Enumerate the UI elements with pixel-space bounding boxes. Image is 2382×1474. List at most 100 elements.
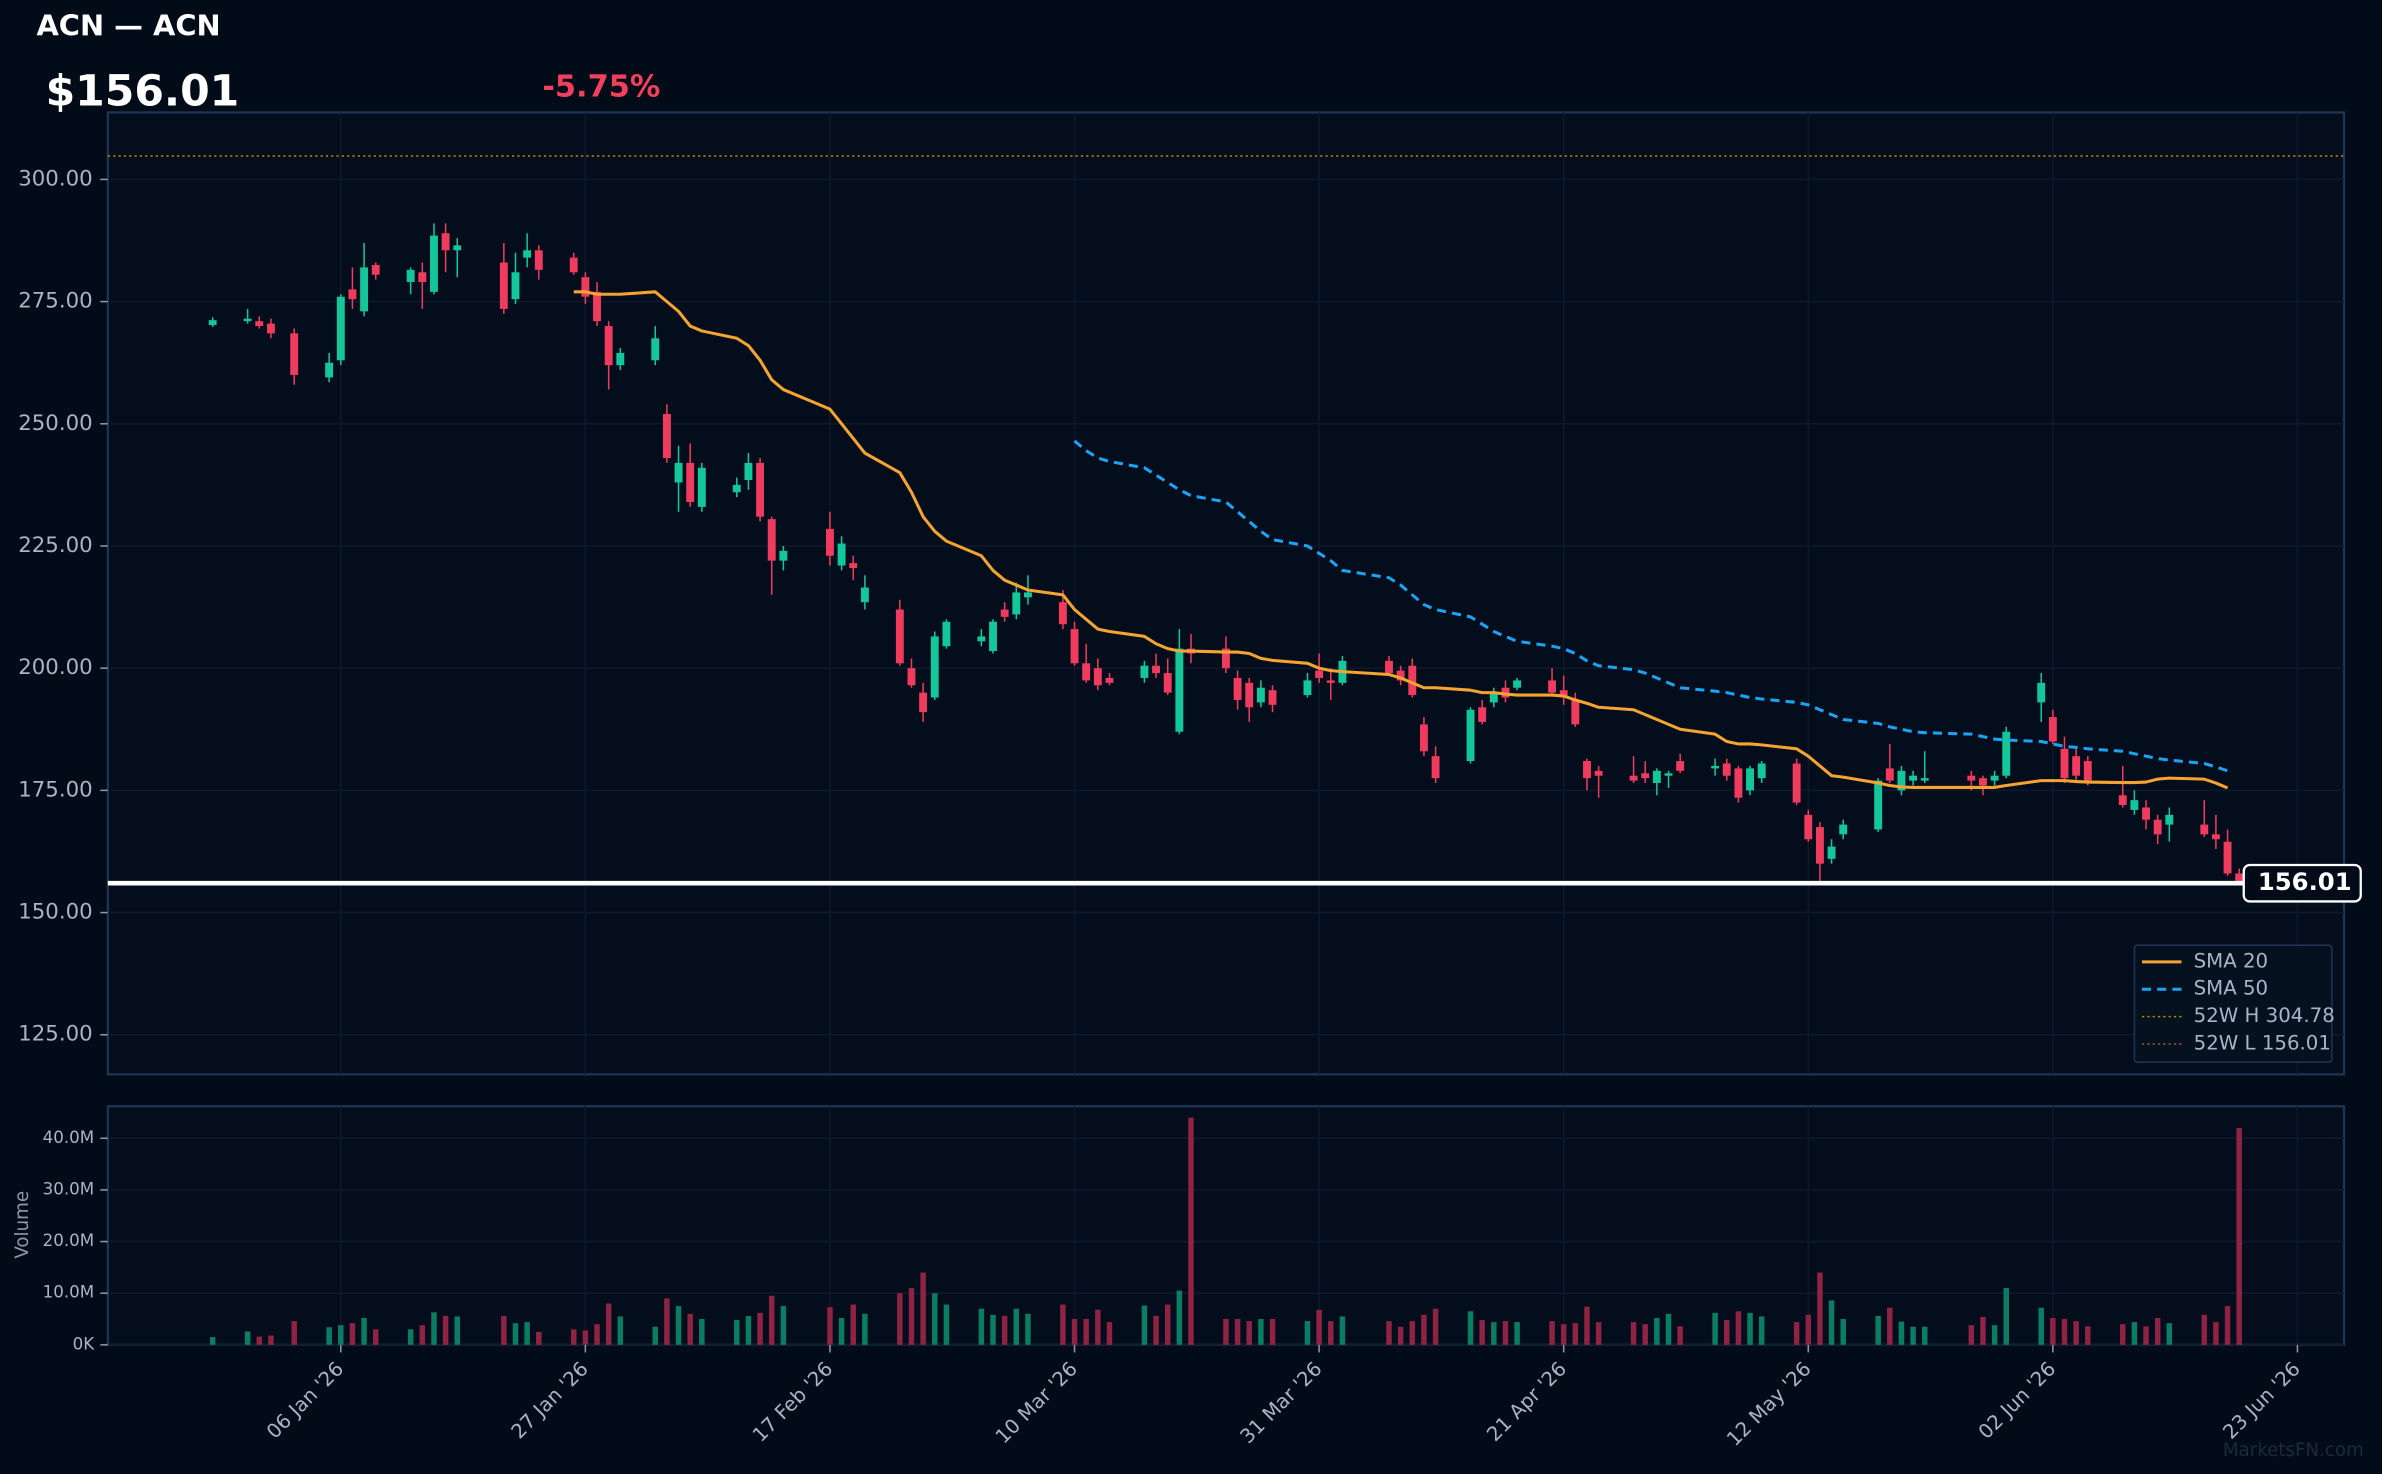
volume-bar [1980,1316,1986,1345]
candle-body [208,320,217,326]
candle-body [1571,699,1580,725]
volume-bar [1560,1324,1567,1345]
volume-bar [699,1319,705,1345]
volume-bar [2224,1306,2231,1345]
candle-body [499,262,508,309]
volume-bar [1724,1320,1730,1345]
candle-body [290,333,299,375]
candle-body [1268,690,1277,705]
candle-body [1478,707,1487,722]
candle-body [826,528,834,556]
candle-body [1152,665,1161,674]
candle-body [2072,756,2081,776]
candle-body [1839,824,1848,835]
change-label: -5.75% [542,70,660,105]
y-tick-label: 20.0M [43,1230,95,1250]
volume-bar [268,1335,274,1345]
volume-bar [1991,1325,1998,1345]
candle-body [441,233,450,251]
candle-body [1885,768,1894,781]
volume-bar [2166,1323,2173,1345]
candle-body [674,462,683,483]
volume-bar [2038,1307,2044,1345]
volume-bar [1758,1316,1765,1345]
volume-bar [407,1329,414,1345]
candle-body [1012,592,1021,615]
candle-body [1408,665,1417,696]
candle-body [1909,775,1918,781]
candle-body [1874,780,1883,830]
candle-body [930,636,939,698]
legend-label: SMA 50 [2194,977,2268,1000]
candle-body [849,563,858,568]
y-tick-label: 300.00 [18,166,92,191]
volume-bar [850,1304,856,1345]
candle-body [534,250,543,270]
candle-body [1676,761,1685,771]
candle-body [2200,824,2209,835]
volume-bar [605,1303,612,1345]
y-tick-label: 150.00 [18,900,92,925]
volume-bar [501,1315,507,1345]
price-label: $156.01 [46,68,240,117]
volume-bar [1514,1322,1520,1345]
volume-bar [1630,1322,1637,1345]
legend-label: SMA 20 [2194,949,2268,972]
candle-body [860,587,869,603]
volume-bar [582,1330,589,1345]
chart-title: ACN — ACN [36,8,220,42]
volume-panel [106,1105,2346,1346]
candle-body [1629,775,1638,781]
volume-bar [1479,1320,1485,1345]
volume-bar [897,1293,903,1345]
volume-bar [1887,1307,1893,1345]
volume-bar [1793,1322,1800,1345]
volume-bar [442,1315,449,1345]
volume-bar [664,1298,670,1345]
volume-bar [990,1314,996,1345]
volume-bar [2120,1324,2126,1345]
volume-bar [1502,1321,1509,1345]
candle-body [1664,773,1673,776]
candle-body [779,550,788,561]
candle-body [977,636,986,642]
volume-bar [1595,1322,1602,1345]
candle-body [406,269,415,283]
volume-bar [1409,1321,1416,1345]
candle-body [1396,670,1405,681]
candle-body [2083,761,2092,781]
volume-bar [1339,1316,1346,1345]
candle-body [1023,592,1032,598]
volume-bar [745,1315,752,1345]
candle-body [2130,800,2139,810]
candle-body [1722,763,1731,776]
volume-bar [256,1336,262,1345]
candle-body [744,462,753,481]
volume-bar [768,1295,775,1345]
candle-body [2048,717,2057,742]
volume-bar [594,1324,600,1345]
candle-body [2211,834,2220,840]
candle-body [1641,773,1650,779]
volume-bar [1164,1304,1171,1345]
volume-bar [1246,1321,1252,1345]
y-tick-label: 175.00 [18,777,92,802]
volume-bar [2236,1127,2242,1345]
candle-body [2223,841,2232,874]
volume-bar [2213,1322,2219,1345]
volume-bar [349,1323,356,1345]
candle-body [1711,765,1720,769]
volume-bar [1642,1324,1648,1345]
volume-bar [2061,1319,2068,1345]
y-tick-label: 125.00 [18,1022,92,1047]
volume-bar [734,1320,740,1345]
volume-bar [687,1313,693,1345]
candle-body [418,272,427,283]
volume-bar [838,1317,845,1345]
volume-bar [454,1316,460,1345]
candle-body [1815,827,1824,864]
candle-body [453,245,462,251]
y-tick-label: 225.00 [18,533,92,558]
volume-bar [372,1329,379,1345]
candle-body [2235,873,2244,884]
